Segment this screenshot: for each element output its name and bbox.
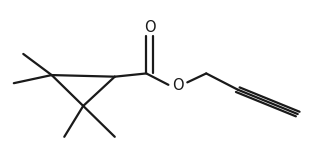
Text: O: O — [144, 20, 156, 35]
Text: O: O — [172, 78, 184, 93]
